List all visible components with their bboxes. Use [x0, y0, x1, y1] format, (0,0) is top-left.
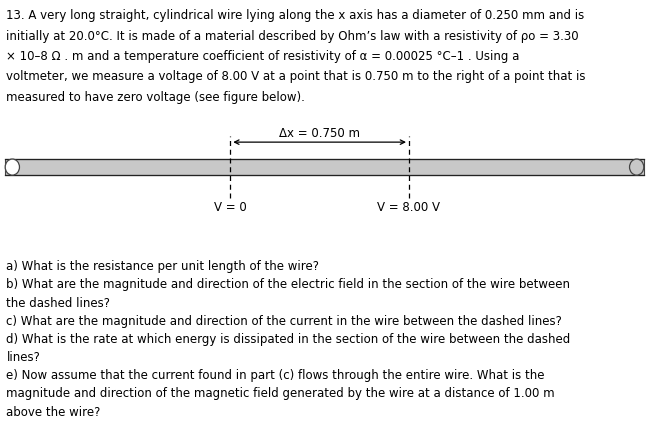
Text: d) What is the rate at which energy is dissipated in the section of the wire bet: d) What is the rate at which energy is d…	[6, 333, 570, 346]
Text: the dashed lines?: the dashed lines?	[6, 297, 110, 310]
Text: a) What is the resistance per unit length of the wire?: a) What is the resistance per unit lengt…	[6, 260, 319, 273]
Text: Δx = 0.750 m: Δx = 0.750 m	[279, 127, 360, 140]
Text: magnitude and direction of the magnetic field generated by the wire at a distanc: magnitude and direction of the magnetic …	[6, 387, 555, 401]
Text: b) What are the magnitude and direction of the electric field in the section of : b) What are the magnitude and direction …	[6, 278, 570, 291]
Text: V = 0: V = 0	[214, 201, 247, 214]
Ellipse shape	[5, 159, 19, 175]
Ellipse shape	[630, 159, 644, 175]
Text: × 10–8 Ω . m and a temperature coefficient of resistivity of α = 0.00025 °C–1 . : × 10–8 Ω . m and a temperature coefficie…	[6, 50, 520, 63]
Text: voltmeter, we measure a voltage of 8.00 V at a point that is 0.750 m to the righ: voltmeter, we measure a voltage of 8.00 …	[6, 70, 586, 83]
Text: initially at 20.0°C. It is made of a material described by Ohm’s law with a resi: initially at 20.0°C. It is made of a mat…	[6, 30, 579, 43]
Bar	[5, 159, 644, 175]
Text: c) What are the magnitude and direction of the current in the wire between the d: c) What are the magnitude and direction …	[6, 315, 563, 328]
Text: e) Now assume that the current found in part (c) flows through the entire wire. : e) Now assume that the current found in …	[6, 369, 545, 382]
Text: V = 8.00 V: V = 8.00 V	[377, 201, 441, 214]
Text: above the wire?: above the wire?	[6, 406, 101, 419]
Text: lines?: lines?	[6, 351, 40, 364]
Text: 13. A very long straight, cylindrical wire lying along the x axis has a diameter: 13. A very long straight, cylindrical wi…	[6, 9, 585, 22]
Text: measured to have zero voltage (see figure below).: measured to have zero voltage (see figur…	[6, 91, 306, 104]
